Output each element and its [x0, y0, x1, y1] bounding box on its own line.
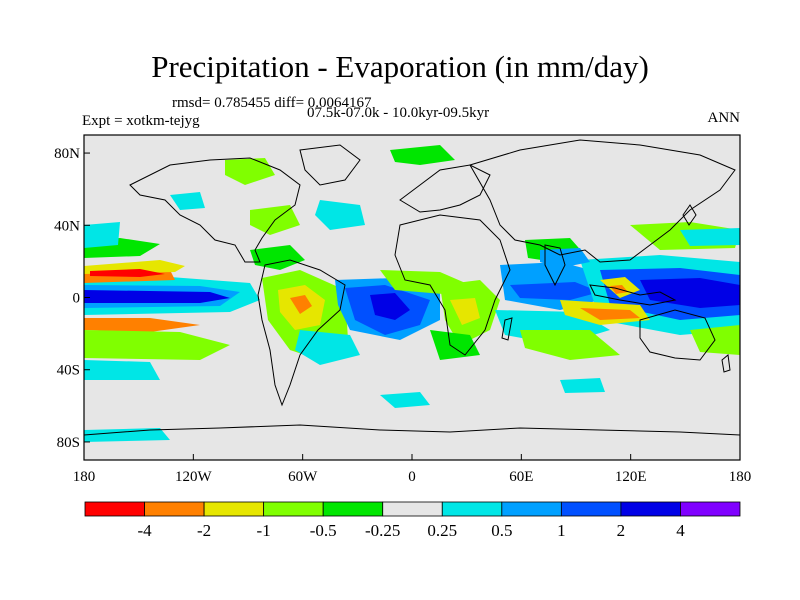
map-frame: 80N 40N 0 40S 80S 180 120W 60W 0 60E 120E 180: [54, 134, 752, 485]
field-patch: [250, 245, 305, 270]
colorbar-swatch: [620, 501, 681, 517]
field-patch: [560, 378, 605, 393]
field-patch: [390, 145, 455, 165]
field-patch: [84, 360, 160, 380]
field-patch: [680, 228, 740, 246]
lon-tick-label: 120E: [615, 469, 647, 485]
field-patch: [510, 282, 600, 300]
field-patch: [450, 298, 480, 325]
colorbar-swatch: [144, 501, 205, 517]
colorbar: -4 -2 -1 -0.5 -0.25 0.25 0.5 1 2 4: [84, 501, 741, 540]
experiment-label: Expt = xotkm-tejyg: [82, 113, 200, 129]
coastlines: [84, 139, 740, 436]
field-patch: [90, 269, 165, 277]
lon-axis: 180 120W 60W 0 60E 120E 180: [73, 454, 752, 485]
colorbar-swatch: [322, 501, 384, 517]
lat-tick-label: 80S: [57, 435, 80, 451]
field-patch: [580, 308, 640, 320]
field-patch: [84, 222, 120, 248]
colorbar-label: -2: [197, 521, 211, 540]
colorbar-swatch: [680, 501, 741, 517]
colorbar-swatch: [382, 501, 443, 517]
map-title: Precipitation - Evaporation (in mm/day): [151, 49, 649, 84]
field-patch: [84, 330, 230, 360]
field-patch: [315, 200, 365, 230]
field-patch: [170, 192, 205, 210]
colorbar-swatch: [560, 501, 622, 517]
field-patch: [520, 330, 620, 360]
lat-tick-label: 80N: [54, 146, 80, 162]
field-contours: [84, 145, 740, 442]
field-patch: [225, 158, 275, 185]
colorbar-swatch: [501, 501, 562, 517]
colorbar-label: -1: [257, 521, 271, 540]
season-label: ANN: [707, 110, 741, 126]
colorbar-label: 2: [617, 521, 626, 540]
lat-axis: 80N 40N 0 40S 80S: [54, 146, 90, 451]
lat-tick-label: 0: [73, 291, 81, 307]
colorbar-label: 4: [676, 521, 685, 540]
field-patch: [84, 428, 170, 442]
colorbar-label: 0.25: [427, 521, 457, 540]
field-patch: [84, 290, 230, 303]
colorbar-label: -0.5: [310, 521, 337, 540]
colorbar-swatch: [203, 501, 265, 517]
colorbar-swatch: [263, 501, 324, 517]
colorbar-label: -4: [137, 521, 152, 540]
colorbar-swatch: [441, 501, 503, 517]
lon-tick-label: 60W: [288, 469, 318, 485]
colorbar-label: 1: [557, 521, 566, 540]
field-patch: [84, 318, 200, 332]
field-patch: [290, 295, 312, 314]
lon-tick-label: 180: [73, 469, 96, 485]
stats-line: rmsd= 0.785455 diff= 0.0064167: [172, 95, 372, 111]
lat-tick-label: 40S: [57, 363, 80, 379]
lon-tick-label: 120W: [175, 469, 213, 485]
field-patch: [380, 392, 430, 408]
field-patch: [540, 248, 590, 268]
colorbar-label: 0.5: [491, 521, 512, 540]
lon-tick-label: 0: [408, 469, 416, 485]
period-label: 07.5k-07.0k - 10.0kyr-09.5kyr: [307, 105, 490, 121]
lon-tick-label: 180: [729, 469, 752, 485]
field-layer: [84, 139, 740, 442]
colorbar-label: -0.25: [365, 521, 400, 540]
lat-tick-label: 40N: [54, 218, 80, 234]
lon-tick-label: 60E: [509, 469, 533, 485]
field-patch: [640, 278, 740, 308]
field-patch: [370, 293, 410, 320]
colorbar-swatch: [84, 501, 145, 517]
